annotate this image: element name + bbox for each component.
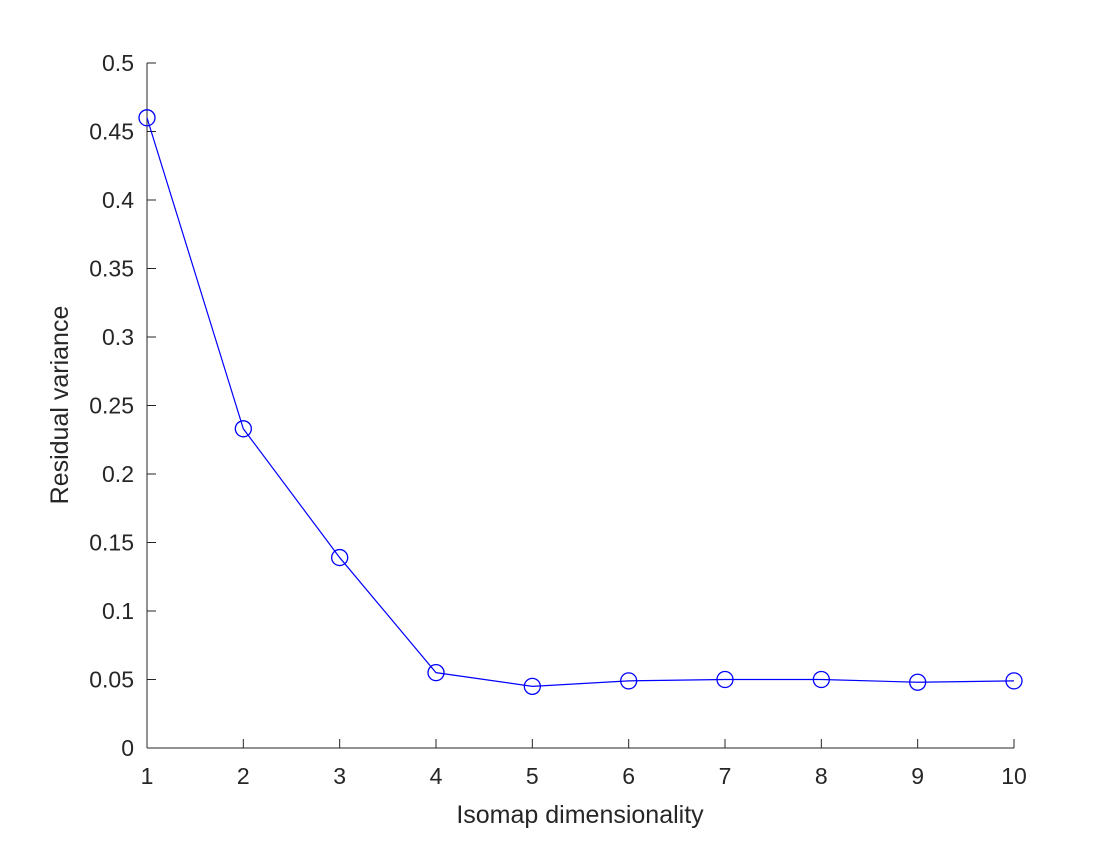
- data-point-marker: [331, 548, 349, 567]
- x-tick-label: 3: [333, 763, 346, 789]
- y-tick-label: 0: [121, 735, 134, 761]
- series-line: [146, 117, 1015, 687]
- data-point-marker: [427, 664, 445, 682]
- data-point-marker: [812, 670, 830, 689]
- data-point-marker: [620, 672, 638, 690]
- x-tick-label: 9: [911, 763, 924, 789]
- x-tick-label: 10: [1001, 763, 1027, 789]
- x-tick-label: 7: [719, 763, 732, 789]
- y-tick-label: 0.35: [89, 256, 134, 282]
- y-tick-label: 0.3: [102, 324, 134, 350]
- x-tick-label: 2: [237, 763, 250, 789]
- data-point-marker: [234, 420, 252, 438]
- y-tick-label: 0.15: [89, 530, 134, 556]
- y-axis-label: Residual variance: [46, 306, 74, 505]
- x-axis-label: Isomap dimensionality: [456, 801, 704, 829]
- axes: 0 0.05 0.1 0.15 0.2 0.25 0.3 0.35 0.4 0.45 0.5 1 2 3 4…: [89, 50, 1027, 789]
- y-tick-label: 0.2: [102, 461, 134, 487]
- x-tick-label: 4: [430, 763, 443, 789]
- y-tick-label: 0.25: [89, 393, 134, 419]
- data-point-marker: [909, 673, 927, 691]
- data-point-marker: [138, 109, 156, 127]
- x-tick-label: 6: [622, 763, 635, 789]
- data-point-marker: [523, 677, 541, 695]
- y-tick-label: 0.5: [102, 50, 134, 76]
- y-tick-label: 0.1: [102, 598, 134, 624]
- y-tick-label: 0.45: [89, 119, 134, 145]
- plot-area: [138, 109, 1023, 695]
- y-tick-label: 0.05: [89, 667, 134, 693]
- data-point-marker: [1005, 672, 1023, 690]
- x-tick-label: 5: [526, 763, 539, 789]
- data-point-marker: [716, 670, 734, 689]
- x-tick-label: 8: [815, 763, 828, 789]
- y-tick-label: 0.4: [102, 187, 134, 213]
- x-tick-label: 1: [141, 763, 154, 789]
